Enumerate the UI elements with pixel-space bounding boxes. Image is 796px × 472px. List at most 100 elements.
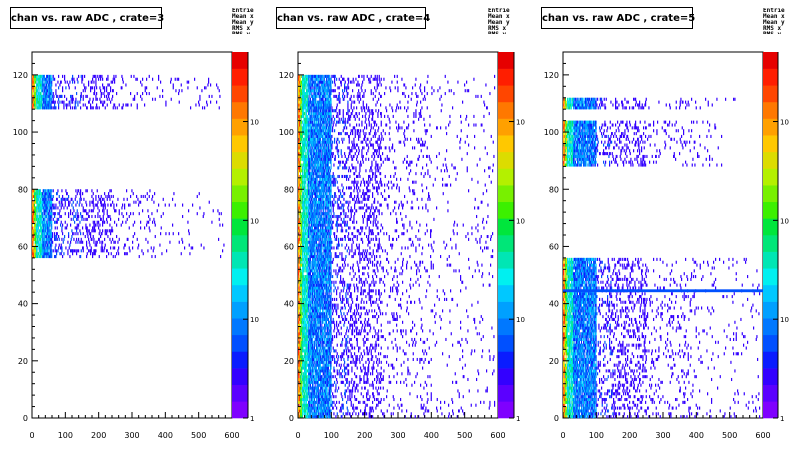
heatmap-cell	[44, 83, 46, 87]
heatmap-cell	[406, 309, 408, 313]
heatmap-cell	[84, 89, 86, 93]
heatmap-cell	[76, 217, 78, 221]
heatmap-cell	[330, 303, 332, 307]
heatmap-cell	[434, 315, 436, 319]
heatmap-cell	[83, 83, 85, 87]
heatmap-cell	[319, 349, 321, 353]
heatmap-cell	[352, 406, 354, 410]
heatmap-cell	[375, 386, 377, 390]
heatmap-cell	[424, 380, 426, 384]
heatmap-cell	[134, 232, 136, 236]
heatmap-cell	[330, 360, 332, 364]
heatmap-cell	[71, 197, 73, 201]
heatmap-cell	[59, 214, 61, 219]
heatmap-cell	[79, 197, 81, 201]
heatmap-cell	[48, 226, 50, 230]
heatmap-cell	[300, 295, 302, 299]
heatmap-cell	[360, 377, 362, 382]
heatmap-cell	[470, 352, 472, 356]
heatmap-cell	[57, 206, 59, 210]
heatmap-cell	[452, 412, 454, 416]
heatmap-cell	[116, 252, 118, 256]
heatmap-cell	[95, 83, 97, 87]
heatmap-cell	[106, 89, 108, 93]
heatmap-cell	[50, 246, 52, 250]
heatmap-cell	[356, 309, 358, 313]
heatmap-cell	[165, 100, 167, 104]
heatmap-cell	[73, 209, 75, 213]
heatmap-cell	[110, 232, 112, 236]
heatmap-cell	[88, 214, 90, 219]
heatmap-cell	[368, 309, 370, 313]
heatmap-cell	[113, 203, 115, 207]
heatmap-cell	[153, 200, 155, 204]
heatmap-cell	[75, 232, 77, 236]
heatmap-cell	[51, 249, 53, 253]
heatmap-cell	[79, 229, 81, 233]
heatmap-cell	[116, 203, 118, 207]
heatmap-cell	[382, 412, 384, 416]
heatmap-cell	[84, 103, 86, 107]
heatmap-cell	[424, 357, 426, 362]
heatmap-cell	[72, 97, 74, 101]
heatmap-cell	[67, 252, 69, 256]
heatmap-cell	[80, 94, 82, 98]
heatmap-cell	[302, 412, 304, 416]
heatmap-cell	[112, 94, 114, 98]
heatmap-cell	[344, 392, 346, 396]
heatmap-cell	[77, 240, 79, 244]
heatmap-cell	[55, 237, 57, 241]
heatmap-cell	[389, 295, 391, 299]
heatmap-cell	[100, 74, 102, 78]
heatmap-cell	[114, 103, 116, 107]
heatmap-cell	[100, 89, 102, 93]
heatmap-cell	[392, 329, 394, 333]
heatmap-cell	[73, 77, 75, 81]
heatmap-cell	[130, 74, 132, 78]
heatmap-cell	[70, 237, 72, 241]
heatmap-cell	[342, 297, 344, 301]
heatmap-cell	[94, 74, 96, 78]
heatmap-cell	[378, 400, 380, 404]
heatmap-cell	[62, 100, 64, 104]
heatmap-cell	[377, 375, 379, 379]
heatmap-cell	[336, 355, 338, 359]
heatmap-cell	[373, 395, 375, 399]
heatmap-cell	[328, 335, 329, 339]
heatmap-cell	[35, 212, 37, 216]
heatmap-cell	[42, 212, 44, 216]
heatmap-cell	[316, 392, 318, 396]
heatmap-cell	[46, 86, 48, 90]
heatmap-cell	[34, 89, 35, 93]
heatmap-cell	[203, 212, 205, 216]
heatmap-cell	[104, 200, 106, 204]
heatmap-cell	[390, 363, 392, 367]
heatmap-cell	[107, 77, 109, 81]
heatmap-cell	[396, 380, 398, 384]
heatmap-cell	[298, 283, 300, 287]
heatmap-cell	[306, 389, 307, 393]
heatmap-cell	[46, 255, 47, 259]
heatmap-cell	[68, 83, 70, 87]
heatmap-cell	[43, 214, 45, 219]
heatmap-cell	[91, 237, 93, 241]
heatmap-cell	[347, 346, 349, 350]
heatmap-cell	[342, 300, 344, 304]
heatmap-cell	[302, 312, 303, 316]
heatmap-cell	[460, 320, 462, 324]
x-tick-label: 200	[91, 431, 106, 440]
heatmap-cell	[436, 295, 438, 299]
heatmap-cell	[98, 226, 100, 230]
heatmap-cell	[63, 106, 65, 110]
heatmap-cell	[65, 197, 67, 201]
heatmap-cell	[336, 335, 338, 339]
heatmap-cell	[50, 217, 52, 221]
heatmap-cell	[74, 197, 76, 201]
heatmap-cell	[349, 326, 351, 330]
heatmap-cell	[223, 243, 225, 247]
heatmap-cell	[318, 403, 319, 407]
heatmap-cell	[38, 197, 39, 201]
heatmap-cell	[444, 297, 446, 301]
heatmap-cell	[113, 74, 115, 78]
palette-step	[232, 235, 248, 252]
